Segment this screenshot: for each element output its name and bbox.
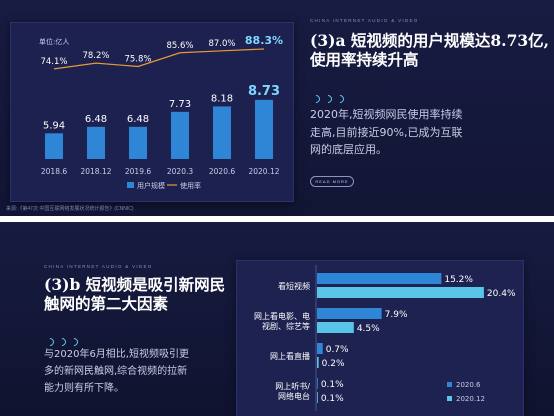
bar-2020.3 [171,111,189,159]
rate-value-label: 75.8% [124,54,151,64]
bar-2018.12 [87,126,105,159]
legend-swatch-2020-6 [447,382,452,387]
bar-2018.6 [45,133,63,159]
x-tick-label: 2019.6 [125,167,151,176]
bar-2020.6-0 [317,273,442,284]
bar-2020.12-0 [317,287,484,298]
x-tick-label: 2018.6 [41,167,67,176]
bar-value-label: 5.94 [43,120,65,131]
kicker-text: CHINA INTERNET AUDIO & VIDEO [44,264,153,269]
read-more-button[interactable]: READ MORE [310,176,354,187]
slide-user-scale: 单位:亿人 5.94 74.1% 2018.6 6.48 78.2% 2018.12 6.4… [0,0,554,216]
x-tick-label: 2018.12 [80,167,111,176]
bar-2020.6 [213,106,231,159]
desc-line-2: 多的新网民触网,综合视频的拉新 [44,366,188,377]
bar-value-label: 0.1% [321,380,344,390]
bar-value-label: 6.48 [85,114,107,125]
bar-2020.12-2 [317,357,319,368]
heading-line-2: 触网的第二大因素 [44,293,169,313]
source-footnote: 来源:《第47次 中国互联网络发展状况统计报告》(CNNIC) [6,206,134,212]
chart-legend: 2020.6 2020.12 [447,381,485,403]
bar-value-label: 7.9% [385,310,408,320]
bar-value-label: 4.5% [357,324,380,334]
x-tick-label: 2020.3 [167,167,193,176]
rate-value-label: 88.3% [245,34,283,47]
x-tick-label: 2020.6 [209,167,235,176]
heading-line-1: (3)a 短视频的用户规模达8.73亿, [310,31,550,50]
desc-line-3: 能力则有所下降。 [44,383,124,394]
bar-2020.6-3 [317,378,318,389]
bar-2019.6 [129,126,147,159]
usage-rate-line [53,48,265,70]
rate-value-label: 78.2% [82,51,109,61]
legend-label-2020-6: 2020.6 [456,381,481,389]
bar-value-label: 8.18 [211,93,233,104]
desc-line-1: 2020年,短视频网民使用率持续 [310,108,463,121]
bar-value-label: 0.7% [326,345,349,355]
bar-2020.12 [255,99,273,159]
bar-value-label: 0.1% [321,394,344,404]
bar-2020.6-1 [317,308,382,319]
desc-line-3: 网的底层应用。 [310,143,387,157]
bar-value-label: 20.4% [487,289,516,299]
legend-label-users: 用户规模 [137,181,165,190]
bar-value-label: 15.2% [444,275,473,285]
user-scale-chart-card: 单位:亿人 5.94 74.1% 2018.6 6.48 78.2% 2018.12 6.4… [10,22,294,202]
category-label: 网上看直播 [270,351,310,361]
new-users-chart-card: 看短视频网上看电影、电 视剧、综艺等网上看直播网上听书/网络电台 15.2% 20.… [236,260,524,416]
user-scale-chart: 单位:亿人 5.94 74.1% 2018.6 6.48 78.2% 2018.12 6.4… [39,34,283,190]
bar-2020.12-1 [317,322,354,333]
category-label: 视剧、综艺等 [262,321,310,331]
legend-swatch-2020-12 [447,396,452,401]
slide1-heading: (3)a 短视频的用户规模达8.73亿, 使用率持续升高 [310,31,550,70]
bar-2020.6-2 [317,343,323,354]
kicker-text: CHINA INTERNET AUDIO & VIDEO [310,18,419,23]
slide-new-users-factor: CHINA INTERNET AUDIO & VIDEO (3)b 短视频是吸引… [0,222,554,416]
heading-line-1: (3)b 短视频是吸引新网民 [44,275,226,294]
bar-2020.12-3 [317,392,318,403]
heading-line-2: 使用率持续升高 [310,49,419,69]
legend-label-2020-12: 2020.12 [456,395,485,403]
slide2-description: 与2020年6月相比,短视频吸引更 多的新网民触网,综合视频的拉新 能力则有所下… [44,346,234,397]
rate-value-label: 85.6% [166,41,193,51]
desc-line-2: 走高,目前接近90%,已成为互联 [310,125,463,139]
rate-value-label: 87.0% [208,39,235,49]
category-label: 网上看电影、电 [254,311,310,321]
category-label: 网络电台 [278,391,310,401]
category-label: 看短视频 [278,281,310,291]
rate-value-label: 74.1% [40,57,67,67]
bar-value-label: 0.2% [322,359,345,369]
chart-unit-label: 单位:亿人 [39,37,69,46]
bar-value-label: 6.48 [127,114,149,125]
legend-label-rate: 使用率 [180,181,201,190]
desc-line-1: 与2020年6月相比,短视频吸引更 [44,349,189,360]
category-label: 网上听书/ [275,381,310,391]
chart-legend: 用户规模 使用率 [127,181,201,190]
bar-value-label: 7.73 [169,99,191,110]
legend-swatch-bar [127,182,134,188]
slide1-description: 2020年,短视频网民使用率持续 走高,目前接近90%,已成为互联 网的底层应用… [310,106,546,159]
bar-value-label: 8.73 [248,84,280,99]
slide2-heading: (3)b 短视频是吸引新网民 触网的第二大因素 [44,275,244,314]
x-tick-label: 2020.12 [248,167,279,176]
